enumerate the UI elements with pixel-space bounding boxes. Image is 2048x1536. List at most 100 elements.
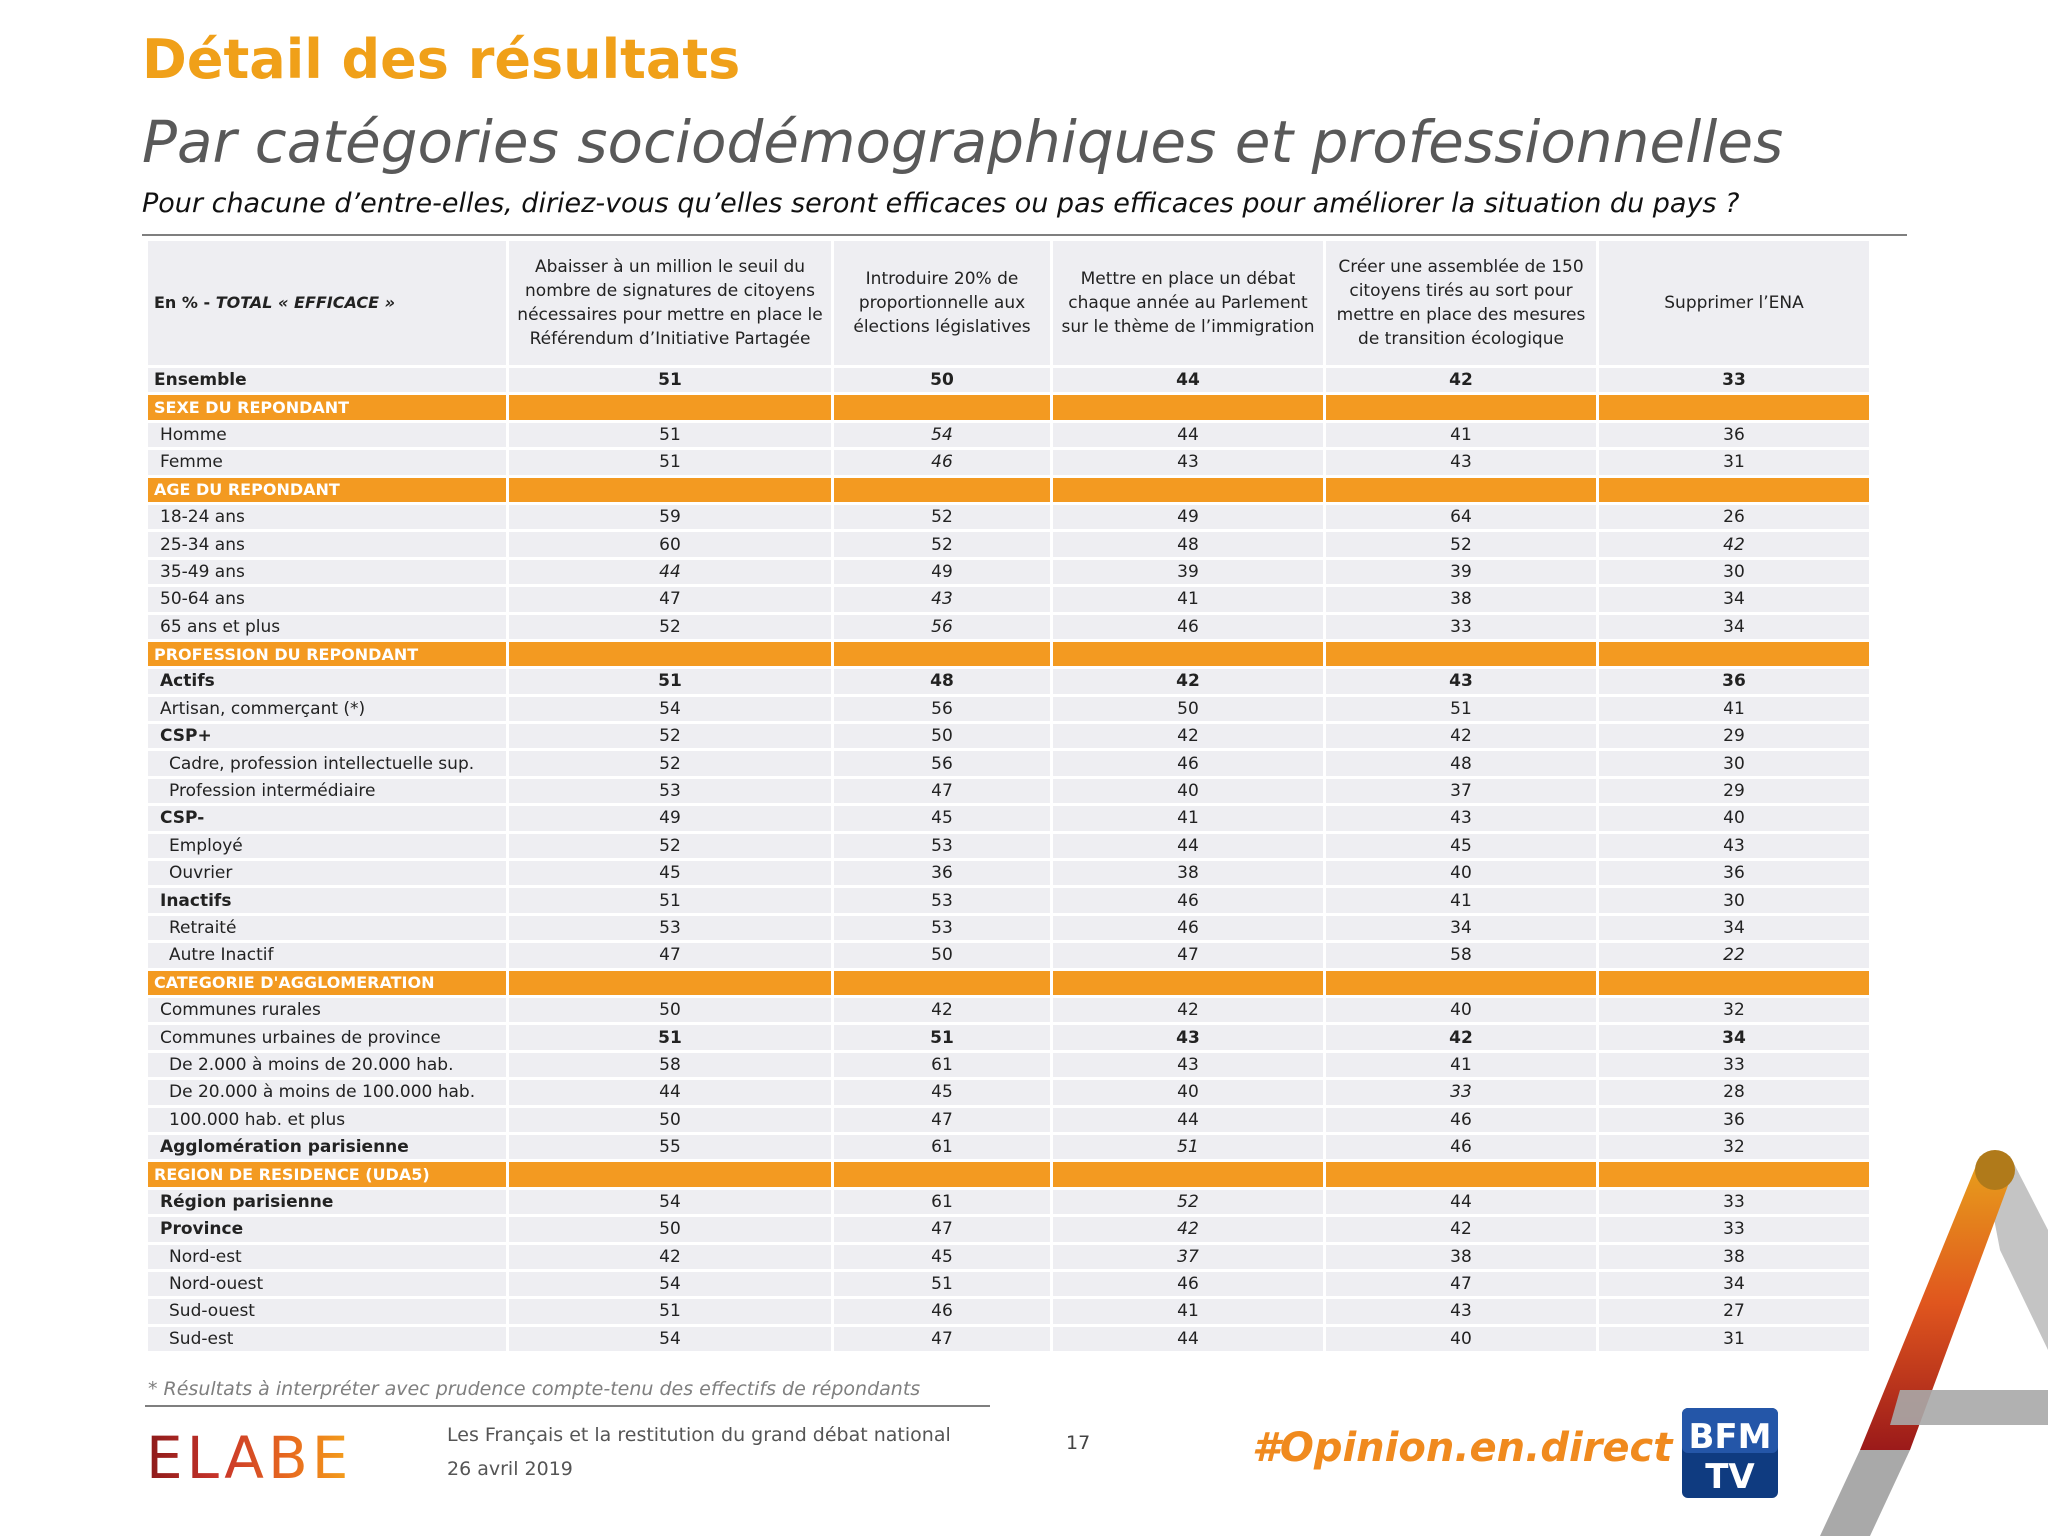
section-fill-cell [1326,1162,1596,1187]
value-cell: 43 [1599,833,1869,859]
value-cell: 31 [1599,450,1869,475]
table-row: Artisan, commerçant (*) 54 56 50 51 41 [148,696,1869,722]
section-label: CATEGORIE D'AGGLOMERATION [148,970,506,995]
value-cell: 47 [834,1326,1050,1352]
value-cell: 34 [1599,587,1869,612]
row-label: Inactifs [148,888,506,913]
value-cell: 51 [1326,696,1596,722]
table-row: Autre Inactif 47 50 47 58 22 [148,943,1869,968]
page-number: 17 [1066,1432,1091,1454]
value-cell: 29 [1599,724,1869,749]
value-cell: 40 [1326,861,1596,886]
row-label: 65 ans et plus [148,614,506,639]
value-cell: 46 [1053,751,1323,776]
value-cell: 41 [1053,806,1323,831]
study-date: 26 avril 2019 [447,1458,573,1480]
value-cell: 36 [1599,669,1869,694]
corner-measure: TOTAL « EFFICACE » [215,293,396,312]
section-fill-cell [1326,970,1596,995]
value-cell: 42 [1326,1025,1596,1050]
value-cell: 37 [1326,778,1596,804]
table-row: 35-49 ans 44 49 39 39 30 [148,559,1869,585]
table-row: Cadre, profession intellectuelle sup. 52 5… [148,751,1869,776]
value-cell: 46 [834,450,1050,475]
value-cell: 54 [834,422,1050,448]
value-cell: 30 [1599,888,1869,913]
value-cell: 46 [1053,1271,1323,1297]
footnote: * Résultats à interpréter avec prudence … [148,1378,921,1400]
row-label: Nord-ouest [148,1271,506,1297]
value-cell: 42 [1053,997,1323,1023]
value-cell: 44 [1053,833,1323,859]
value-cell: 34 [1599,614,1869,639]
value-cell: 53 [834,888,1050,913]
column-header: Créer une assemblée de 150 citoyens tiré… [1326,241,1596,365]
row-label: CSP- [148,806,506,831]
value-cell: 56 [834,751,1050,776]
row-label: De 2.000 à moins de 20.000 hab. [148,1052,506,1078]
row-label: Province [148,1217,506,1242]
value-cell: 61 [834,1189,1050,1215]
value-cell: 43 [1326,450,1596,475]
table-row: 100.000 hab. et plus 50 47 44 46 36 [148,1107,1869,1132]
section-fill-cell [509,395,831,420]
value-cell: 41 [1326,888,1596,913]
value-cell: 42 [1326,724,1596,749]
value-cell: 34 [1326,915,1596,941]
value-cell: 43 [834,587,1050,612]
value-cell: 52 [509,833,831,859]
value-cell: 44 [1053,1326,1323,1352]
hashtag: #Opinion.en.direct [1252,1425,1673,1471]
section-fill-cell [1599,970,1869,995]
value-cell: 49 [509,806,831,831]
table-row: Femme 51 46 43 43 31 [148,450,1869,475]
value-cell: 43 [1053,1025,1323,1050]
table-row: Actifs 51 48 42 43 36 [148,669,1869,694]
value-cell: 27 [1599,1299,1869,1324]
value-cell: 45 [1326,833,1596,859]
value-cell: 51 [509,669,831,694]
section-fill-cell [509,641,831,667]
value-cell: 39 [1326,559,1596,585]
page-subtitle: Par catégories sociodémographiques et pr… [142,108,1784,176]
value-cell: 45 [834,1080,1050,1105]
table-row: Région parisienne 54 61 52 44 33 [148,1189,1869,1215]
value-cell: 43 [1053,450,1323,475]
value-cell: 56 [834,614,1050,639]
value-cell: 51 [509,422,831,448]
value-cell: 52 [509,614,831,639]
survey-question: Pour chacune d’entre-elles, diriez-vous … [142,188,1740,219]
divider [142,234,1907,236]
value-cell: 33 [1599,368,1869,393]
value-cell: 52 [834,532,1050,557]
value-cell: 47 [834,1107,1050,1132]
section-fill-cell [834,477,1050,502]
value-cell: 42 [1599,532,1869,557]
table-row: 25-34 ans 60 52 48 52 42 [148,532,1869,557]
value-cell: 51 [1053,1134,1323,1160]
value-cell: 40 [1053,1080,1323,1105]
value-cell: 47 [834,1217,1050,1242]
value-cell: 43 [1053,1052,1323,1078]
value-cell: 58 [1326,943,1596,968]
value-cell: 54 [509,696,831,722]
value-cell: 36 [834,861,1050,886]
section-fill-cell [1599,477,1869,502]
value-cell: 36 [1599,1107,1869,1132]
value-cell: 44 [509,1080,831,1105]
footnote-divider [145,1405,990,1407]
section-fill-cell [1053,1162,1323,1187]
value-cell: 53 [834,833,1050,859]
section-label: REGION DE RESIDENCE (UDA5) [148,1162,506,1187]
row-label: Sud-est [148,1326,506,1352]
section-label: SEXE DU REPONDANT [148,395,506,420]
table-row: Homme 51 54 44 41 36 [148,422,1869,448]
value-cell: 51 [834,1271,1050,1297]
table-row: Ouvrier 45 36 38 40 36 [148,861,1869,886]
value-cell: 41 [1599,696,1869,722]
value-cell: 46 [1053,888,1323,913]
column-header: Introduire 20% de proportionnelle aux él… [834,241,1050,365]
value-cell: 40 [1599,806,1869,831]
row-label: Agglomération parisienne [148,1134,506,1160]
row-label: De 20.000 à moins de 100.000 hab. [148,1080,506,1105]
